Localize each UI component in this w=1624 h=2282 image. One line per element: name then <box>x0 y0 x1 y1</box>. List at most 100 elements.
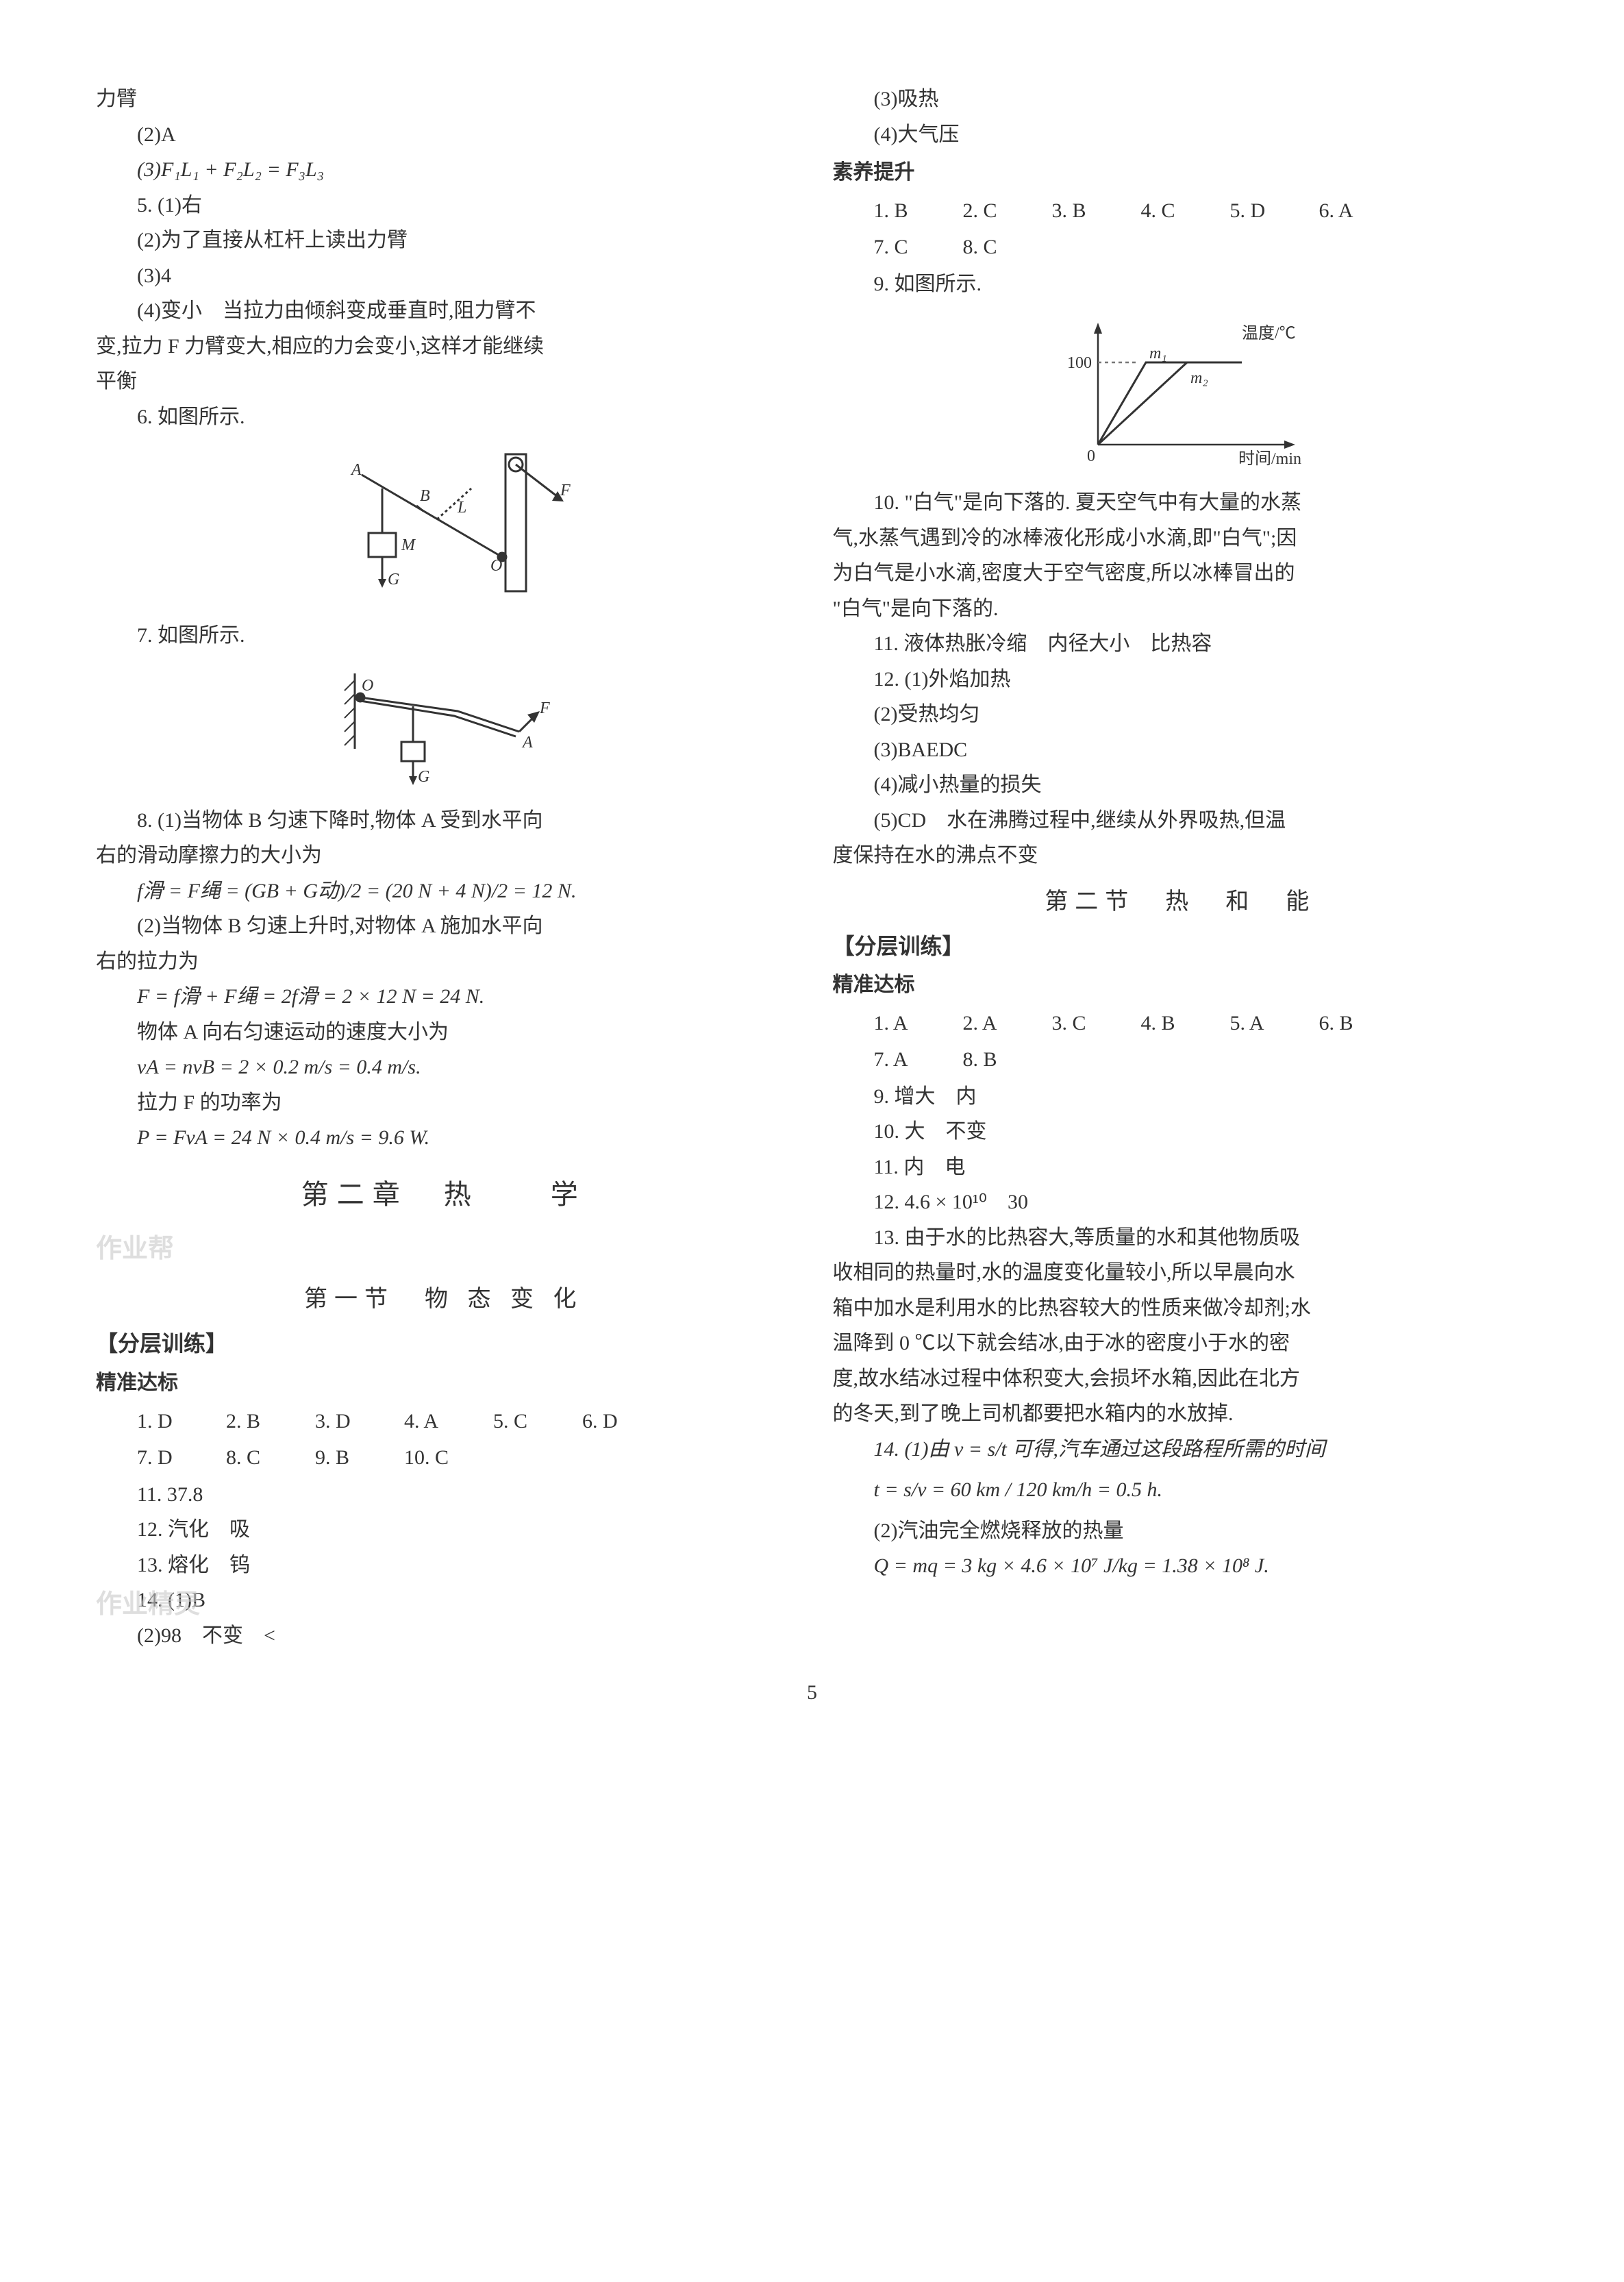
text-line: 温降到 0 ℃以下就会结冰,由于冰的密度小于水的密 <box>833 1326 1529 1361</box>
text-line: 13. 由于水的比热容大,等质量的水和其他物质吸 <box>833 1221 1529 1255</box>
mc-answer: 6. B <box>1278 1006 1360 1041</box>
mc-answer: 2. B <box>185 1404 267 1439</box>
text-line: 变,拉力 F 力臂变大,相应的力会变小,这样才能继续 <box>96 330 792 364</box>
mc-answer: 8. B <box>922 1043 1004 1077</box>
page-number: 5 <box>96 1681 1528 1704</box>
text-line: (4)变小 当拉力由倾斜变成垂直时,阻力臂不 <box>96 294 792 328</box>
label-L: L <box>457 499 466 517</box>
text-line: 12. 汽化 吸 <box>96 1513 792 1547</box>
wall-lever-icon: O G F A <box>321 667 567 790</box>
text-line: 平衡 <box>96 364 792 399</box>
text-line: 10. 大 不变 <box>833 1115 1529 1149</box>
text-line: 10. "白气"是向下落的. 夏天空气中有大量的水蒸 <box>833 486 1529 520</box>
text-line: (5)CD 水在沸腾过程中,继续从外界吸热,但温 <box>833 804 1529 838</box>
mc-row: 1. D 2. B 3. D 4. A 5. C 6. D <box>96 1404 792 1439</box>
text-line: (2)A <box>96 118 792 152</box>
mc-answer: 9. B <box>274 1441 356 1475</box>
text-line: 12. (1)外焰加热 <box>833 662 1529 697</box>
m1-label: m₁ <box>1149 345 1167 362</box>
formula-line: 14. (1)由 v = s/t 可得,汽车通过这段路程所需的时间 <box>833 1433 1529 1467</box>
label-A: A <box>350 461 362 479</box>
text-line: 14. (1)B <box>96 1583 792 1617</box>
text-line: 9. 如图所示. <box>833 267 1529 301</box>
text-line: 箱中加水是利用水的比热容较大的性质来做冷却剂;水 <box>833 1291 1529 1326</box>
left-column: 力臂 (2)A (3)F₁L₁ + F₂L₂ = F₃L₃ 5. (1)右 (2… <box>96 82 792 1654</box>
text-line: 力臂 <box>96 82 792 116</box>
label-O: O <box>362 677 373 695</box>
text-line: 右的拉力为 <box>96 945 792 979</box>
mc-answer: 10. C <box>363 1441 449 1475</box>
mc-row: 1. A 2. A 3. C 4. B 5. A 6. B <box>833 1006 1529 1041</box>
ytick-100: 100 <box>1067 354 1092 372</box>
text-line: 拉力 F 的功率为 <box>96 1086 792 1120</box>
watermark-text: 作业精灵 <box>96 1583 200 1626</box>
precise-label: 精准达标 <box>833 968 1529 1002</box>
text-line: 13. 熔化 钨 <box>96 1548 792 1583</box>
label-A: A <box>521 734 533 752</box>
mc-row: 7. C 8. C <box>833 230 1529 264</box>
mc-answer: 3. D <box>274 1404 356 1439</box>
mc-answer: 2. A <box>922 1006 1004 1041</box>
text-line: (3)4 <box>96 259 792 293</box>
section-title-2: 第二节 热 和 能 <box>833 883 1529 921</box>
mc-answer: 5. D <box>1189 194 1271 228</box>
label-F: F <box>560 482 571 499</box>
mc-row: 7. D 8. C 9. B 10. C <box>96 1441 792 1475</box>
label-M: M <box>401 536 416 554</box>
text-line: 度保持在水的沸点不变 <box>833 839 1529 873</box>
text-line: "白气"是向下落的. <box>833 592 1529 626</box>
mc-answer: 1. D <box>96 1404 178 1439</box>
mc-answer: 1. A <box>833 1006 915 1041</box>
text-line: 11. 液体热胀冷缩 内径大小 比热容 <box>833 627 1529 661</box>
quality-label: 素养提升 <box>833 156 1529 190</box>
label-B: B <box>420 487 430 505</box>
m2-label: m₂ <box>1190 369 1208 387</box>
ylabel: 温度/℃ <box>1242 324 1296 343</box>
mc-answer: 1. B <box>833 194 915 228</box>
mc-answer: 5. C <box>452 1404 534 1439</box>
mc-row: 7. A 8. B <box>833 1043 1529 1077</box>
text-line: 8. (1)当物体 B 匀速下降时,物体 A 受到水平向 <box>96 804 792 838</box>
text-line: 12. 4.6 × 10¹⁰ 30 <box>833 1185 1529 1219</box>
figure-7: O G F A <box>96 667 792 790</box>
label-G: G <box>388 571 399 588</box>
layer-training-label: 【分层训练】 <box>96 1326 792 1362</box>
temperature-time-graph: 温度/℃ 时间/min 100 0 m₁ m₂ <box>833 314 1529 472</box>
precise-label: 精准达标 <box>96 1366 792 1400</box>
text-line: (2)为了直接从杠杆上读出力臂 <box>96 223 792 258</box>
formula-line: (3)F₁L₁ + F₂L₂ = F₃L₃ <box>96 153 792 187</box>
text-line: (4)减小热量的损失 <box>833 768 1529 802</box>
text-line: (2)98 不变 < <box>96 1619 792 1653</box>
section-title: 第一节 物 态 变 化 <box>96 1280 792 1319</box>
formula-line: Q = mq = 3 kg × 4.6 × 10⁷ J/kg = 1.38 × … <box>833 1549 1529 1583</box>
xlabel: 时间/min <box>1238 449 1301 468</box>
text-line: 度,故水结冰过程中体积变大,会损坏水箱,因此在北方 <box>833 1362 1529 1396</box>
formula-line: f滑 = F绳 = (GB + G动)/2 = (20 N + 4 N)/2 =… <box>96 874 792 908</box>
lever-diagram-icon: A B L M G O F <box>314 447 574 605</box>
layer-training-label: 【分层训练】 <box>833 928 1529 965</box>
mc-answer: 8. C <box>922 230 1004 264</box>
mc-answer: 3. B <box>1011 194 1093 228</box>
text-line: (2)当物体 B 匀速上升时,对物体 A 施加水平向 <box>96 909 792 943</box>
watermark-text: 作业帮 <box>96 1228 174 1271</box>
mc-answer: 4. B <box>1100 1006 1182 1041</box>
text-line: 5. (1)右 <box>96 188 792 223</box>
text-line: 物体 A 向右匀速运动的速度大小为 <box>96 1015 792 1050</box>
formula-line: P = FvA = 24 N × 0.4 m/s = 9.6 W. <box>96 1121 792 1155</box>
formula-line: vA = nvB = 2 × 0.2 m/s = 0.4 m/s. <box>96 1050 792 1084</box>
mc-answer: 4. C <box>1100 194 1182 228</box>
right-column: (3)吸热 (4)大气压 素养提升 1. B 2. C 3. B 4. C 5.… <box>833 82 1529 1654</box>
formula-line: t = s/v = 60 km / 120 km/h = 0.5 h. <box>833 1473 1529 1507</box>
text-line: (3)吸热 <box>833 82 1529 116</box>
mc-answer: 6. D <box>541 1404 623 1439</box>
chapter-title: 第二章 热 学 <box>96 1172 792 1217</box>
mc-answer: 7. D <box>96 1441 178 1475</box>
text-line: (2)汽油完全燃烧释放的热量 <box>833 1514 1529 1548</box>
text-line: 11. 内 电 <box>833 1150 1529 1185</box>
mc-answer: 7. A <box>833 1043 915 1077</box>
mc-row: 1. B 2. C 3. B 4. C 5. D 6. A <box>833 194 1529 228</box>
figure-6: A B L M G O F <box>96 447 792 605</box>
text-line: 7. 如图所示. <box>96 619 792 653</box>
page-container: 力臂 (2)A (3)F₁L₁ + F₂L₂ = F₃L₃ 5. (1)右 (2… <box>96 82 1528 1654</box>
mc-answer: 5. A <box>1189 1006 1271 1041</box>
